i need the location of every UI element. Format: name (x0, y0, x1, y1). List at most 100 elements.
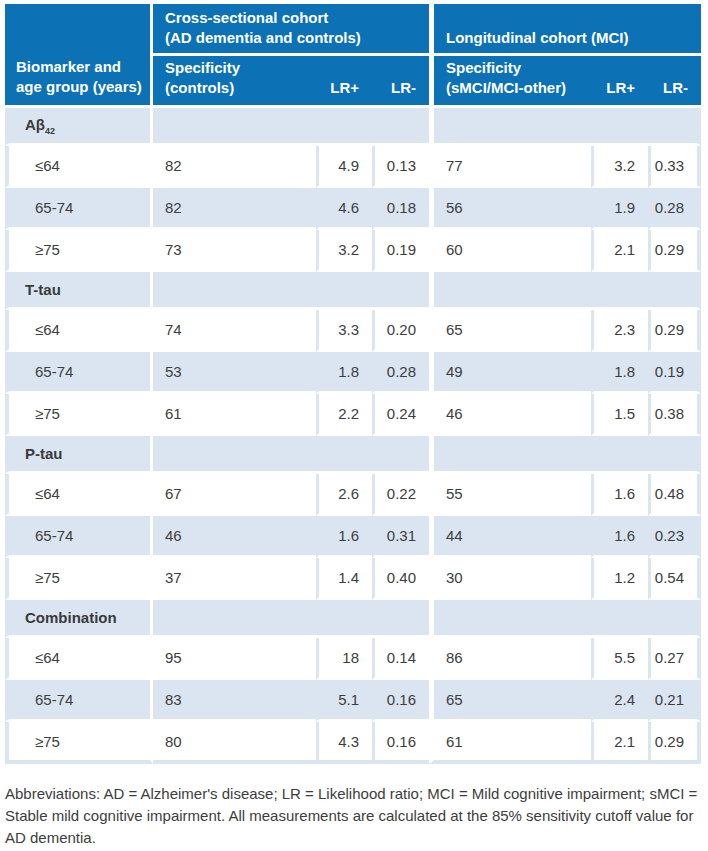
lr-minus-long-cell: 0.19 (648, 352, 701, 394)
lr-minus-cross-cell: 0.22 (372, 474, 429, 516)
lr-minus-cross-cell: 0.20 (372, 310, 429, 352)
lr-minus-cross-cell: 0.18 (372, 188, 429, 230)
lr-plus-long-cell: 3.2 (591, 146, 648, 188)
biomarker-likelihood-table: Biomarker and age group (years) Cross-se… (5, 4, 701, 764)
lr-minus-long-cell: 0.23 (648, 516, 701, 558)
lr-minus-cross-cell: 0.16 (372, 722, 429, 764)
lr-plus-long-cell: 1.2 (591, 558, 648, 600)
table-row: 65-74 82 4.6 0.18 56 1.9 0.28 (5, 188, 701, 230)
specificity-long-cell: 30 (429, 558, 591, 600)
specificity-cross-cell: 82 (153, 188, 316, 230)
lr-minus-cross-cell: 0.13 (372, 146, 429, 188)
age-group-cell: ≤64 (5, 146, 153, 188)
specificity-cross-cell: 83 (153, 680, 316, 722)
lr-plus-long-cell: 5.5 (591, 638, 648, 680)
lr-plus-long-cell: 1.9 (591, 188, 648, 230)
section-spacer (429, 272, 701, 310)
lr-plus-long-cell: 1.8 (591, 352, 648, 394)
lr-plus-long-cell: 1.5 (591, 394, 648, 436)
specificity-long-cell: 61 (429, 722, 591, 764)
cross-sectional-line1: Cross-sectional cohort (165, 9, 328, 26)
lr-minus-long-cell: 0.29 (648, 722, 701, 764)
age-group-cell: ≤64 (5, 638, 153, 680)
section-row-abeta42: Aβ42 (5, 108, 701, 146)
section-spacer (153, 272, 429, 310)
age-group-cell: ≥75 (5, 558, 153, 600)
table-row: 65-74 53 1.8 0.28 49 1.8 0.19 (5, 352, 701, 394)
lr-minus-cross-cell: 0.24 (372, 394, 429, 436)
section-spacer (429, 108, 701, 146)
section-spacer (429, 600, 701, 638)
lr-plus-cross-cell: 3.2 (316, 230, 372, 272)
lr-minus-long-cell: 0.54 (648, 558, 701, 600)
table-row: 65-74 83 5.1 0.16 65 2.4 0.21 (5, 680, 701, 722)
section-label-ptau: P-tau (5, 436, 153, 474)
lr-plus-long-cell: 2.1 (591, 722, 648, 764)
lr-plus-cross-cell: 1.8 (316, 352, 372, 394)
specificity-controls-header: Specificity (controls) (153, 56, 316, 108)
specificity-cross-cell: 46 (153, 516, 316, 558)
lr-minus-cross-cell: 0.14 (372, 638, 429, 680)
lr-plus-cross-cell: 4.3 (316, 722, 372, 764)
age-group-cell: ≥75 (5, 230, 153, 272)
lr-plus-cross-cell: 4.9 (316, 146, 372, 188)
lr-plus-cross-cell: 18 (316, 638, 372, 680)
lr-plus-long-cell: 1.6 (591, 516, 648, 558)
lr-minus-cross-header: LR- (372, 56, 429, 108)
specificity-long-cell: 77 (429, 146, 591, 188)
section-row-combination: Combination (5, 600, 701, 638)
section-row-ptau: P-tau (5, 436, 701, 474)
table-row: ≥75 61 2.2 0.24 46 1.5 0.38 (5, 394, 701, 436)
specificity-long-cell: 46 (429, 394, 591, 436)
specificity-long-cell: 44 (429, 516, 591, 558)
age-group-cell: 65-74 (5, 516, 153, 558)
age-group-cell: 65-74 (5, 188, 153, 230)
specificity-cross-cell: 80 (153, 722, 316, 764)
table-row: ≤64 82 4.9 0.13 77 3.2 0.33 (5, 146, 701, 188)
biomarker-column-header: Biomarker and age group (years) (5, 4, 153, 108)
longitudinal-group-header: Longitudinal cohort (MCI) (429, 4, 701, 56)
abeta42-subscript: 42 (45, 126, 55, 136)
lr-plus-cross-cell: 5.1 (316, 680, 372, 722)
lr-plus-long-cell: 1.6 (591, 474, 648, 516)
lr-minus-long-cell: 0.33 (648, 146, 701, 188)
lr-plus-long-header: LR+ (591, 56, 648, 108)
age-group-cell: 65-74 (5, 352, 153, 394)
lr-plus-cross-cell: 1.4 (316, 558, 372, 600)
specificity-cross-cell: 73 (153, 230, 316, 272)
lr-plus-long-cell: 2.3 (591, 310, 648, 352)
section-spacer (153, 436, 429, 474)
lr-minus-cross-cell: 0.40 (372, 558, 429, 600)
lr-plus-cross-cell: 4.6 (316, 188, 372, 230)
lr-minus-cross-cell: 0.28 (372, 352, 429, 394)
section-spacer (153, 600, 429, 638)
lr-minus-long-cell: 0.28 (648, 188, 701, 230)
lr-minus-cross-cell: 0.19 (372, 230, 429, 272)
age-group-cell: ≥75 (5, 394, 153, 436)
specificity-cross-cell: 53 (153, 352, 316, 394)
lr-minus-long-cell: 0.29 (648, 310, 701, 352)
abbreviations-footnote: Abbreviations: AD = Alzheimer's disease;… (5, 783, 699, 849)
lr-minus-long-cell: 0.21 (648, 680, 701, 722)
header-group-row: Biomarker and age group (years) Cross-se… (5, 4, 701, 56)
table-row: 65-74 46 1.6 0.31 44 1.6 0.23 (5, 516, 701, 558)
section-label-abeta42: Aβ42 (5, 108, 153, 146)
specificity-cross-cell: 95 (153, 638, 316, 680)
section-label-ttau: T-tau (5, 272, 153, 310)
lr-plus-cross-header: LR+ (316, 56, 372, 108)
cross-sectional-group-header: Cross-sectional cohort (AD dementia and … (153, 4, 429, 56)
specificity-cross-cell: 74 (153, 310, 316, 352)
specificity-cross-cell: 61 (153, 394, 316, 436)
specificity-long-cell: 65 (429, 680, 591, 722)
specificity-long-cell: 56 (429, 188, 591, 230)
specificity-long-cell: 60 (429, 230, 591, 272)
age-group-cell: ≥75 (5, 722, 153, 764)
table-row: ≥75 73 3.2 0.19 60 2.1 0.29 (5, 230, 701, 272)
table-row: ≤64 67 2.6 0.22 55 1.6 0.48 (5, 474, 701, 516)
table-row: ≤64 74 3.3 0.20 65 2.3 0.29 (5, 310, 701, 352)
age-group-cell: ≤64 (5, 310, 153, 352)
lr-minus-long-cell: 0.38 (648, 394, 701, 436)
cross-sectional-line2: (AD dementia and controls) (165, 29, 361, 46)
lr-plus-cross-cell: 3.3 (316, 310, 372, 352)
specificity-long-cell: 55 (429, 474, 591, 516)
